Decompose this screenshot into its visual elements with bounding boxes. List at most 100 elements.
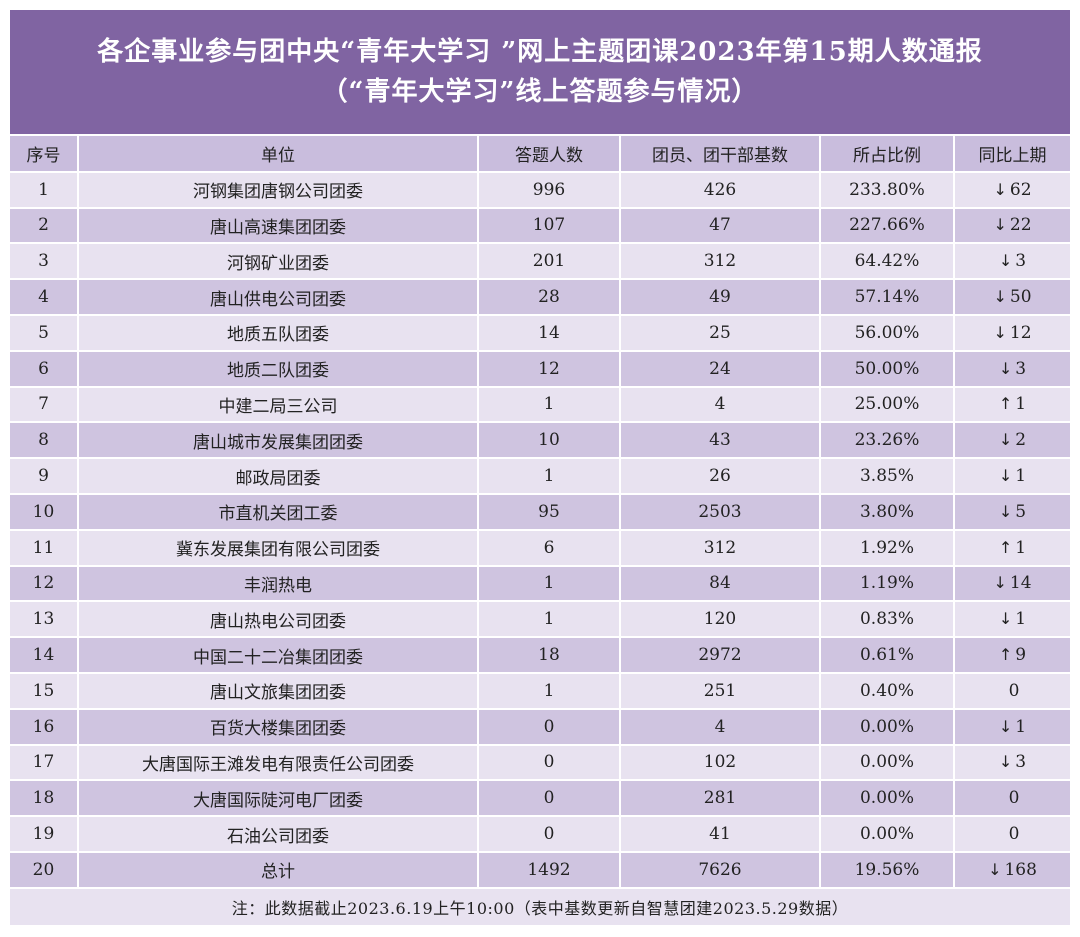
table-row: 15 唐山文旅集团团委 1 251 0.40% 0 <box>10 672 1070 710</box>
cell-unit: 石油公司团委 <box>78 816 479 853</box>
cell-no: 20 <box>10 851 79 889</box>
cell-ratio: 23.26% <box>820 422 955 460</box>
change-value: 14 <box>1009 573 1032 594</box>
cell-answered: 1 <box>478 386 621 424</box>
cell-ratio: 0.00% <box>820 708 955 746</box>
arrow-down-icon: ↓ <box>993 322 1007 342</box>
cell-ratio: 1.92% <box>820 529 955 567</box>
cell-base: 4 <box>620 386 821 424</box>
cell-base: 43 <box>620 422 821 460</box>
cell-base: 426 <box>620 171 821 209</box>
table-row: 1 河钢集团唐钢公司团委 996 426 233.80% ↓ 62 <box>10 171 1070 209</box>
cell-change: ↓ 3 <box>954 350 1070 388</box>
cell-answered: 201 <box>478 243 621 281</box>
cell-ratio: 3.85% <box>820 458 955 495</box>
cell-unit: 唐山文旅集团团委 <box>78 672 479 710</box>
report: 各企事业参与团中央“青年大学习 ”网上主题团课2023年第15期人数通报 （“青… <box>10 10 1070 928</box>
change-value: 62 <box>1009 179 1032 200</box>
cell-unit: 市直机关团工委 <box>78 493 479 531</box>
cell-base: 312 <box>620 529 821 567</box>
table-row: 4 唐山供电公司团委 28 49 57.14% ↓ 50 <box>10 279 1070 316</box>
cell-unit: 唐山供电公司团委 <box>78 279 479 316</box>
cell-base: 312 <box>620 243 821 281</box>
cell-unit: 地质五队团委 <box>78 314 479 352</box>
table-row: 20 总计 1492 7626 19.56% ↓ 168 <box>10 851 1070 889</box>
change-value: 168 <box>1004 859 1037 880</box>
cell-change: ↓ 14 <box>954 565 1070 603</box>
cell-unit: 河钢矿业团委 <box>78 243 479 281</box>
cell-no: 18 <box>10 780 79 818</box>
cell-unit: 唐山热电公司团委 <box>78 601 479 639</box>
change-value: 0 <box>1008 824 1020 845</box>
cell-answered: 1 <box>478 458 621 495</box>
cell-change: ↑ 1 <box>954 386 1070 424</box>
change-value: 2 <box>1015 430 1027 451</box>
table-row: 5 地质五队团委 14 25 56.00% ↓ 12 <box>10 314 1070 352</box>
table-row: 11 冀东发展集团有限公司团委 6 312 1.92% ↑ 1 <box>10 529 1070 567</box>
table-body: 1 河钢集团唐钢公司团委 996 426 233.80% ↓ 62 2 唐山高速集团团委 107 4… <box>10 171 1070 889</box>
cell-base: 47 <box>620 207 821 245</box>
cell-ratio: 57.14% <box>820 279 955 316</box>
cell-ratio: 0.00% <box>820 780 955 818</box>
cell-answered: 18 <box>478 637 621 674</box>
cell-answered: 1492 <box>478 851 621 889</box>
cell-answered: 95 <box>478 493 621 531</box>
cell-unit: 大唐国际陡河电厂团委 <box>78 780 479 818</box>
arrow-down-icon: ↓ <box>998 430 1013 450</box>
arrow-down-icon: ↓ <box>998 501 1013 521</box>
arrow-up-icon: ↑ <box>998 537 1013 557</box>
change-value: 3 <box>1015 251 1027 272</box>
change-value: 12 <box>1009 322 1032 343</box>
cell-no: 13 <box>10 601 79 639</box>
cell-ratio: 0.00% <box>820 816 955 853</box>
cell-ratio: 0.00% <box>820 744 955 782</box>
cell-change: ↓ 2 <box>954 422 1070 460</box>
change-value: 3 <box>1015 358 1027 379</box>
cell-ratio: 25.00% <box>820 386 955 424</box>
cell-base: 251 <box>620 672 821 710</box>
change-value: 1 <box>1015 609 1027 630</box>
change-value: 1 <box>1015 716 1027 737</box>
arrow-down-icon: ↓ <box>993 573 1007 593</box>
header-unit: 单位 <box>78 136 479 173</box>
cell-base: 102 <box>620 744 821 782</box>
cell-no: 19 <box>10 816 79 853</box>
table-row: 13 唐山热电公司团委 1 120 0.83% ↓ 1 <box>10 601 1070 639</box>
table-header-row: 序号 单位 答题人数 团员、团干部基数 所占比例 同比上期 <box>10 136 1070 173</box>
cell-change: ↑ 1 <box>954 529 1070 567</box>
cell-answered: 0 <box>478 744 621 782</box>
cell-unit: 百货大楼集团团委 <box>78 708 479 746</box>
cell-answered: 28 <box>478 279 621 316</box>
table-row: 18 大唐国际陡河电厂团委 0 281 0.00% 0 <box>10 780 1070 818</box>
table-row: 10 市直机关团工委 95 2503 3.80% ↓ 5 <box>10 493 1070 531</box>
cell-change: 0 <box>954 672 1070 710</box>
header-answered: 答题人数 <box>478 136 621 173</box>
table-row: 19 石油公司团委 0 41 0.00% 0 <box>10 816 1070 853</box>
arrow-down-icon: ↓ <box>998 716 1013 736</box>
cell-answered: 10 <box>478 422 621 460</box>
cell-no: 5 <box>10 314 79 352</box>
title-line-2: （“青年大学习”线上答题参与情况） <box>321 77 759 107</box>
table-row: 17 大唐国际王滩发电有限责任公司团委 0 102 0.00% ↓ 3 <box>10 744 1070 782</box>
cell-change: ↓ 12 <box>954 314 1070 352</box>
cell-change: ↓ 1 <box>954 601 1070 639</box>
cell-ratio: 0.83% <box>820 601 955 639</box>
cell-unit: 邮政局团委 <box>78 458 479 495</box>
cell-change: 0 <box>954 780 1070 818</box>
table-row: 2 唐山高速集团团委 107 47 227.66% ↓ 22 <box>10 207 1070 245</box>
arrow-down-icon: ↓ <box>998 609 1013 629</box>
cell-answered: 1 <box>478 565 621 603</box>
header-ratio: 所占比例 <box>820 136 955 173</box>
cell-change: ↓ 22 <box>954 207 1070 245</box>
table-row: 7 中建二局三公司 1 4 25.00% ↑ 1 <box>10 386 1070 424</box>
header-change: 同比上期 <box>954 136 1070 173</box>
table-row: 6 地质二队团委 12 24 50.00% ↓ 3 <box>10 350 1070 388</box>
cell-base: 41 <box>620 816 821 853</box>
cell-answered: 0 <box>478 816 621 853</box>
cell-answered: 1 <box>478 672 621 710</box>
cell-base: 4 <box>620 708 821 746</box>
arrow-down-icon: ↓ <box>993 179 1007 199</box>
cell-answered: 996 <box>478 171 621 209</box>
table-row: 16 百货大楼集团团委 0 4 0.00% ↓ 1 <box>10 708 1070 746</box>
cell-answered: 107 <box>478 207 621 245</box>
